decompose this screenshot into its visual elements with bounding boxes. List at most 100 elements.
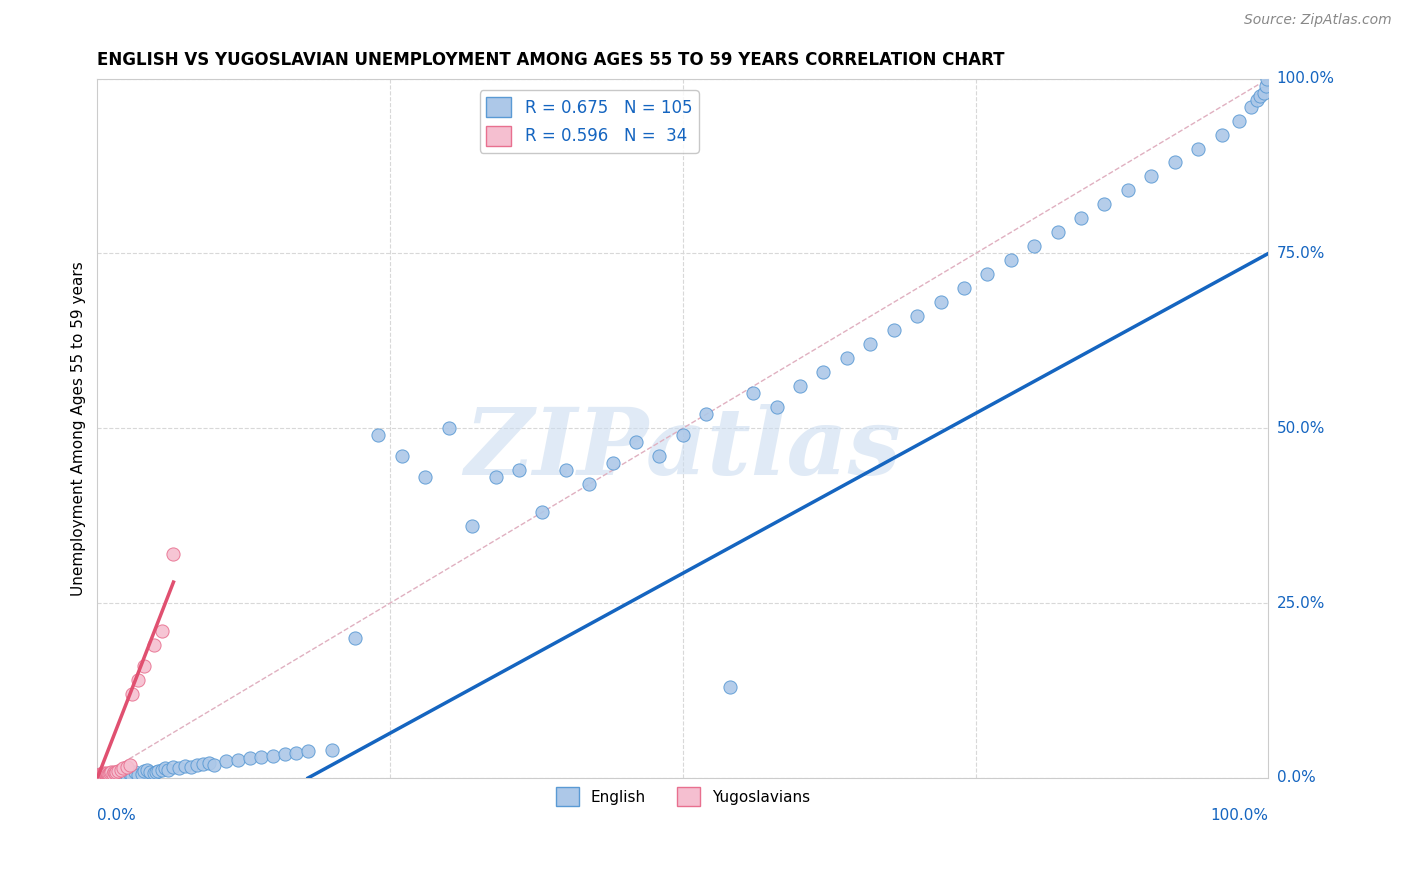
- Point: [150, 763, 173, 777]
- Point: [93, 768, 115, 782]
- Point: [765, 401, 787, 415]
- Point: [953, 281, 976, 295]
- Point: [531, 505, 554, 519]
- Point: [97, 770, 120, 784]
- Point: [91, 767, 114, 781]
- Point: [180, 760, 202, 774]
- Point: [1240, 99, 1263, 113]
- Point: [98, 769, 121, 783]
- Point: [100, 768, 122, 782]
- Point: [105, 769, 128, 783]
- Y-axis label: Unemployment Among Ages 55 to 59 years: Unemployment Among Ages 55 to 59 years: [72, 260, 86, 596]
- Point: [174, 759, 197, 773]
- Point: [1254, 78, 1277, 93]
- Point: [110, 763, 132, 777]
- Point: [103, 768, 125, 782]
- Point: [695, 407, 717, 421]
- Point: [905, 310, 928, 324]
- Point: [262, 748, 284, 763]
- Point: [98, 766, 121, 780]
- Point: [1246, 93, 1268, 107]
- Point: [107, 768, 129, 782]
- Point: [120, 766, 142, 780]
- Point: [115, 769, 138, 783]
- Point: [197, 756, 219, 770]
- Point: [115, 760, 138, 774]
- Point: [1249, 89, 1271, 103]
- Text: ENGLISH VS YUGOSLAVIAN UNEMPLOYMENT AMONG AGES 55 TO 59 YEARS CORRELATION CHART: ENGLISH VS YUGOSLAVIAN UNEMPLOYMENT AMON…: [97, 51, 1005, 69]
- Point: [94, 768, 117, 782]
- Point: [142, 638, 165, 652]
- Point: [929, 295, 952, 310]
- Point: [148, 764, 170, 778]
- Point: [103, 765, 125, 780]
- Point: [91, 768, 114, 782]
- Point: [104, 770, 127, 784]
- Point: [226, 753, 249, 767]
- Point: [1256, 72, 1278, 87]
- Point: [91, 770, 114, 784]
- Point: [135, 763, 157, 777]
- Text: 100.0%: 100.0%: [1211, 808, 1268, 823]
- Point: [94, 766, 117, 780]
- Point: [90, 766, 112, 780]
- Point: [578, 477, 600, 491]
- Point: [91, 769, 114, 783]
- Point: [672, 428, 695, 442]
- Point: [321, 743, 343, 757]
- Point: [976, 268, 998, 282]
- Text: 0.0%: 0.0%: [1277, 771, 1316, 786]
- Point: [239, 751, 262, 765]
- Point: [162, 760, 184, 774]
- Point: [285, 746, 308, 760]
- Point: [508, 463, 530, 477]
- Point: [624, 435, 647, 450]
- Point: [89, 767, 111, 781]
- Point: [250, 750, 273, 764]
- Point: [1227, 113, 1250, 128]
- Point: [90, 769, 112, 783]
- Point: [162, 547, 184, 561]
- Point: [789, 379, 811, 393]
- Point: [142, 766, 165, 780]
- Point: [648, 449, 671, 463]
- Point: [1140, 169, 1163, 184]
- Point: [204, 757, 226, 772]
- Point: [1253, 86, 1275, 100]
- Point: [484, 470, 506, 484]
- Point: [155, 761, 177, 775]
- Point: [110, 770, 132, 784]
- Point: [90, 768, 112, 782]
- Point: [191, 756, 214, 771]
- Point: [169, 761, 191, 775]
- Point: [124, 765, 146, 780]
- Point: [104, 767, 127, 781]
- Point: [93, 769, 115, 783]
- Point: [94, 768, 117, 782]
- Legend: English, Yugoslavians: English, Yugoslavians: [550, 781, 815, 813]
- Text: 75.0%: 75.0%: [1277, 246, 1324, 260]
- Point: [121, 769, 143, 783]
- Point: [93, 766, 115, 780]
- Point: [127, 673, 149, 687]
- Point: [215, 754, 238, 768]
- Point: [413, 470, 436, 484]
- Point: [104, 766, 127, 780]
- Point: [343, 631, 366, 645]
- Point: [98, 766, 121, 780]
- Point: [101, 766, 124, 780]
- Point: [297, 744, 319, 758]
- Point: [813, 365, 835, 379]
- Point: [150, 624, 173, 638]
- Point: [131, 766, 153, 780]
- Point: [112, 761, 135, 775]
- Point: [105, 764, 128, 779]
- Point: [367, 428, 389, 442]
- Point: [100, 765, 122, 780]
- Point: [89, 768, 111, 782]
- Point: [134, 764, 156, 778]
- Point: [134, 659, 156, 673]
- Text: 50.0%: 50.0%: [1277, 421, 1324, 436]
- Point: [107, 764, 129, 778]
- Point: [98, 767, 121, 781]
